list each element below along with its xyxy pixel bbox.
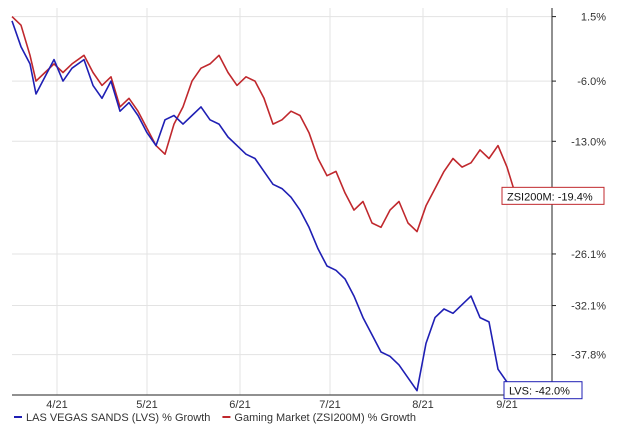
end-label-zsi200m: ZSI200M: -19.4% (507, 191, 593, 203)
end-label-box-lvs (503, 381, 583, 400)
x-tick-label: 8/21 (412, 399, 433, 411)
x-tick-label: 9/21 (496, 399, 517, 411)
y-tick-label: -26.1% (571, 249, 606, 261)
legend-label-zsi200m: Gaming Market (ZSI200M) % Growth (234, 412, 416, 424)
y-tick-label: 1.5% (581, 12, 606, 24)
end-label-lvs: LVS: -42.0% (509, 386, 570, 398)
end-label-box-zsi200m (501, 186, 605, 205)
y-tick-label: -32.1% (571, 301, 606, 313)
y-tick-label: -6.0% (577, 76, 606, 88)
plot-area (12, 8, 552, 395)
series-line-zsi200m (11, 16, 552, 233)
series-line-lvs (11, 20, 552, 392)
x-tick-label: 7/21 (319, 399, 340, 411)
y-tick-label: -13.0% (571, 136, 606, 148)
legend-label-lvs: LAS VEGAS SANDS (LVS) % Growth (26, 412, 210, 424)
x-tick-label: 4/21 (46, 399, 67, 411)
x-tick-label: 5/21 (136, 399, 157, 411)
x-tick-label: 6/21 (229, 399, 250, 411)
y-tick-label: -37.8% (571, 350, 606, 362)
